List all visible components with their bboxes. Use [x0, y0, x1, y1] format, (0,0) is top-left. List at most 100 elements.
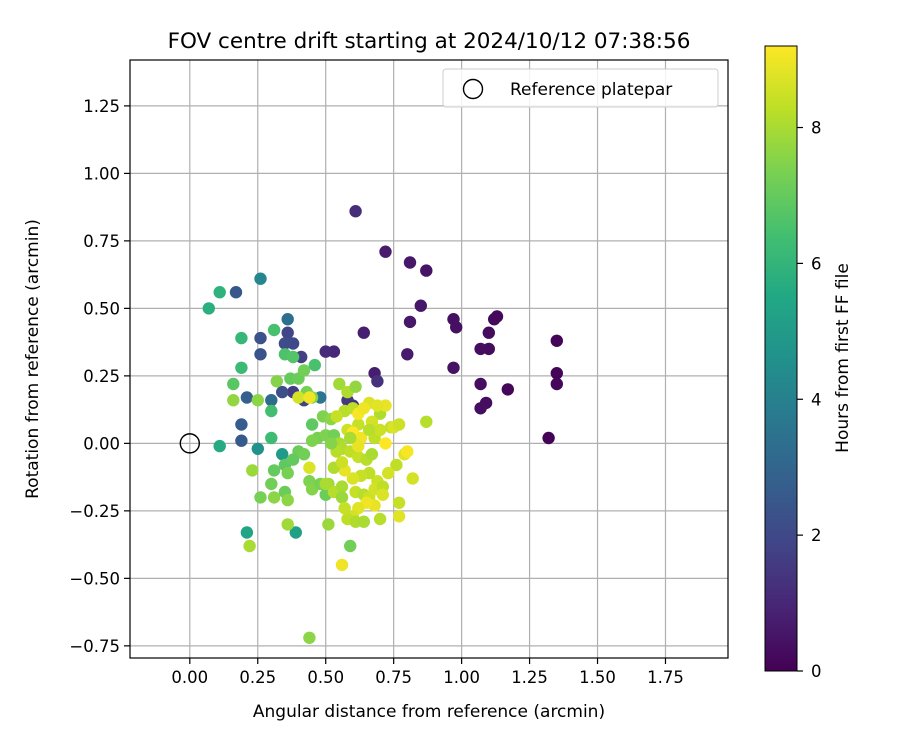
- legend: Reference platepar: [442, 68, 719, 108]
- scatter-point: [401, 445, 414, 458]
- colorbar-tick-label: 4: [811, 390, 822, 409]
- scatter-point: [254, 331, 267, 345]
- x-tick-label: 0.00: [171, 668, 208, 687]
- scatter-point: [414, 299, 427, 312]
- scatter-point: [286, 350, 300, 364]
- scatter-point: [265, 404, 278, 418]
- scatter-point: [267, 323, 281, 337]
- scatter-point: [305, 418, 319, 431]
- scatter-point: [278, 337, 292, 350]
- colorbar-ticks: 0 2 4 6 8: [797, 119, 822, 681]
- scatter-point: [213, 439, 226, 453]
- colorbar-tick-label: 8: [811, 119, 822, 138]
- scatter-point: [349, 380, 362, 393]
- scatter-point: [286, 453, 300, 466]
- scatter-point: [213, 286, 226, 299]
- scatter-point: [319, 345, 332, 358]
- y-tick-label: −0.75: [69, 637, 120, 656]
- scatter-point: [297, 364, 311, 377]
- scatter-point: [352, 439, 365, 453]
- scatter-point: [240, 391, 254, 404]
- scatter-point: [390, 458, 403, 472]
- scatter-point: [392, 510, 406, 523]
- scatter-point: [254, 348, 267, 361]
- colorbar-tick-label: 2: [811, 526, 822, 545]
- y-axis-label: Rotation from reference (arcmin): [23, 219, 43, 499]
- scatter-point: [319, 477, 332, 491]
- scatter-point: [371, 375, 384, 388]
- scatter-point: [371, 399, 384, 412]
- scatter-point: [251, 442, 264, 455]
- chart-title: FOV centre drift starting at 2024/10/12 …: [168, 29, 691, 54]
- x-axis-label: Angular distance from reference (arcmin): [253, 702, 605, 722]
- y-tick-label: 1.00: [83, 164, 120, 183]
- scatter-point: [550, 367, 563, 380]
- scatter-point: [265, 477, 278, 491]
- x-tick-label: 1.25: [511, 668, 548, 687]
- scatter-point: [488, 313, 501, 326]
- scatter-point: [303, 391, 316, 404]
- scatter-point: [373, 423, 387, 437]
- scatter-point: [265, 431, 278, 445]
- scatter-point: [303, 461, 316, 474]
- scatter-point: [281, 518, 294, 531]
- scatter-point: [550, 377, 563, 391]
- scatter-point: [382, 466, 395, 480]
- x-tick-label: 0.75: [375, 668, 412, 687]
- scatter-point: [357, 326, 370, 339]
- scatter-point: [324, 437, 338, 450]
- data-points: [202, 205, 563, 644]
- scatter-point: [254, 491, 267, 504]
- reference-platepar-marker: [179, 433, 201, 454]
- scatter-point: [335, 480, 349, 493]
- scatter-point: [251, 394, 264, 407]
- reference-layer: [179, 433, 201, 454]
- y-tick-label: −0.50: [69, 569, 120, 588]
- y-tick-label: 1.25: [83, 97, 120, 116]
- scatter-point: [379, 437, 392, 450]
- scatter-point: [229, 286, 243, 299]
- scatter-point: [420, 264, 433, 277]
- y-tick-label: 0.25: [83, 367, 120, 386]
- scatter-point: [335, 491, 349, 504]
- scatter-point: [501, 383, 514, 396]
- scatter-point: [474, 377, 487, 391]
- scatter-point: [267, 464, 281, 477]
- y-tick-label: 0.00: [83, 434, 120, 453]
- scatter-point: [297, 448, 311, 461]
- scatter-point: [265, 394, 278, 407]
- scatter-point: [401, 348, 414, 361]
- scatter-point: [447, 361, 460, 374]
- scatter-point: [240, 526, 254, 539]
- colorbar-label: Hours from first FF file: [833, 263, 853, 453]
- scatter-point: [357, 402, 370, 415]
- x-axis-ticks: 0.00 0.25 0.50 0.75 1.00 1.25 1.50 1.75: [171, 658, 684, 687]
- scatter-point: [235, 331, 248, 345]
- scatter-point: [357, 515, 370, 528]
- scatter-point: [254, 272, 267, 285]
- y-tick-label: 0.50: [83, 299, 120, 318]
- scatter-point: [346, 472, 360, 485]
- scatter-point: [227, 377, 240, 391]
- scatter-point: [376, 488, 389, 501]
- scatter-point: [235, 434, 248, 447]
- scatter-point: [474, 342, 487, 356]
- scatter-point: [542, 431, 555, 445]
- scatter-point: [292, 391, 305, 404]
- colorbar-tick-label: 6: [811, 254, 822, 273]
- scatter-point: [403, 256, 417, 269]
- scatter-point: [235, 418, 248, 431]
- scatter-point: [227, 394, 240, 407]
- scatter-point: [365, 448, 379, 461]
- scatter-point: [202, 302, 215, 315]
- scatter-point: [373, 512, 387, 526]
- scatter-point: [379, 245, 392, 258]
- scatter-point: [363, 423, 376, 437]
- x-tick-label: 1.75: [647, 668, 684, 687]
- x-tick-label: 1.50: [579, 668, 616, 687]
- scatter-point: [303, 631, 316, 644]
- scatter-point: [308, 358, 321, 372]
- scatter-point: [474, 402, 487, 415]
- plot-frame: [129, 59, 729, 659]
